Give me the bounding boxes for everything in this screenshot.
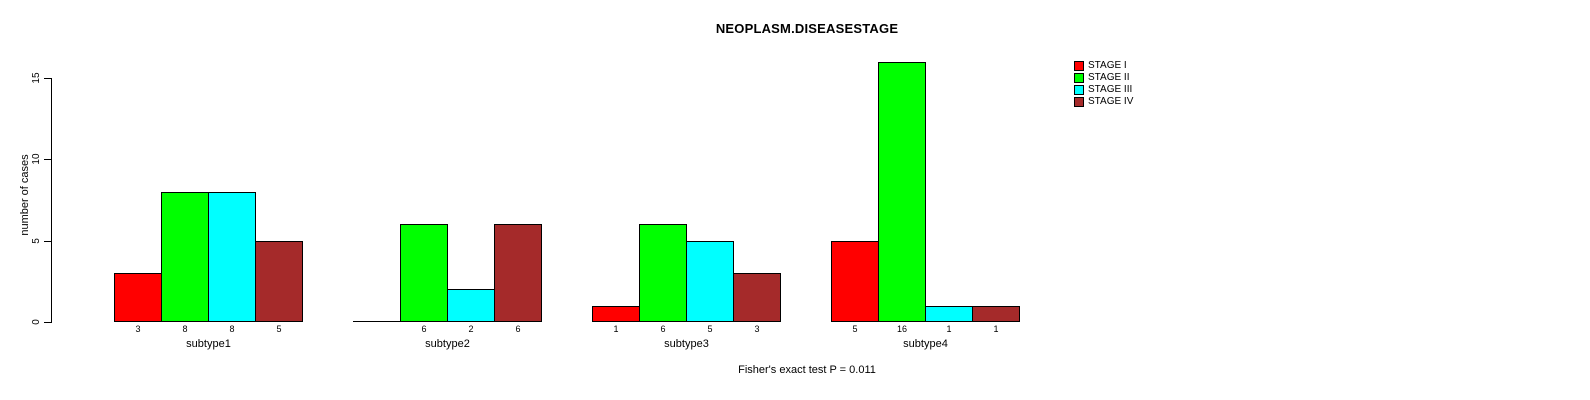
y-tick-label: 0	[31, 319, 42, 325]
legend-item-stage-i: STAGE I	[1074, 60, 1133, 72]
bar-subtype4-stage-iv	[972, 306, 1020, 322]
legend-label: STAGE III	[1088, 84, 1133, 95]
bar-value-label: 5	[852, 324, 858, 334]
legend: STAGE I STAGE II STAGE III STAGE IV	[1074, 60, 1133, 108]
legend-swatch-icon	[1074, 85, 1084, 95]
y-tick	[44, 159, 51, 160]
bar-subtype3-stage-iv	[733, 273, 781, 322]
bar-value-label: 16	[896, 324, 907, 334]
y-tick	[44, 78, 51, 79]
legend-label: STAGE I	[1088, 60, 1127, 71]
y-tick-label: 15	[31, 72, 42, 84]
bar-subtype3-stage-ii	[639, 224, 687, 322]
bar-subtype1-stage-iv	[255, 241, 303, 322]
footer-note: Fisher's exact test P = 0.011	[738, 364, 876, 376]
legend-swatch-icon	[1074, 97, 1084, 107]
legend-item-stage-ii: STAGE II	[1074, 72, 1133, 84]
bar-value-label: 1	[613, 324, 619, 334]
legend-label: STAGE II	[1088, 72, 1130, 83]
y-tick-label: 10	[31, 153, 42, 165]
bar-value-label: 5	[276, 324, 282, 334]
y-axis	[51, 78, 52, 323]
bar-value-label: 1	[946, 324, 952, 334]
bar-subtype3-stage-iii	[686, 241, 734, 322]
bar-subtype1-stage-iii	[208, 192, 256, 322]
group-label-subtype4: subtype4	[903, 338, 948, 350]
legend-swatch-icon	[1074, 61, 1084, 71]
bar-value-label: 3	[135, 324, 141, 334]
bar-value-label: 8	[229, 324, 235, 334]
y-tick-label: 5	[31, 238, 42, 244]
bar-value-label: 5	[707, 324, 713, 334]
group-label-subtype3: subtype3	[664, 338, 709, 350]
legend-item-stage-iii: STAGE III	[1074, 84, 1133, 96]
group-label-subtype1: subtype1	[186, 338, 231, 350]
bar-subtype1-stage-i	[114, 273, 162, 322]
bar-subtype4-stage-iii	[925, 306, 973, 322]
zero-bar-baseline-subtype2	[353, 321, 401, 322]
y-tick	[44, 322, 51, 323]
bar-subtype3-stage-i	[592, 306, 640, 322]
bar-subtype1-stage-ii	[161, 192, 209, 322]
bar-subtype2-stage-iii	[447, 289, 495, 322]
group-label-subtype2: subtype2	[425, 338, 470, 350]
bar-subtype4-stage-ii	[878, 62, 926, 322]
bar-value-label: 1	[993, 324, 999, 334]
bar-value-label: 3	[754, 324, 760, 334]
bar-value-label: 6	[660, 324, 666, 334]
bar-value-label: 6	[421, 324, 427, 334]
bar-subtype4-stage-i	[831, 241, 879, 322]
bar-value-label: 8	[182, 324, 188, 334]
legend-item-stage-iv: STAGE IV	[1074, 96, 1133, 108]
legend-swatch-icon	[1074, 73, 1084, 83]
bar-subtype2-stage-iv	[494, 224, 542, 322]
bar-subtype2-stage-ii	[400, 224, 448, 322]
bar-value-label: 2	[468, 324, 474, 334]
legend-label: STAGE IV	[1088, 96, 1134, 107]
chart-title: NEOPLASM.DISEASESTAGE	[715, 21, 899, 36]
y-tick	[44, 241, 51, 242]
bar-value-label: 6	[515, 324, 521, 334]
